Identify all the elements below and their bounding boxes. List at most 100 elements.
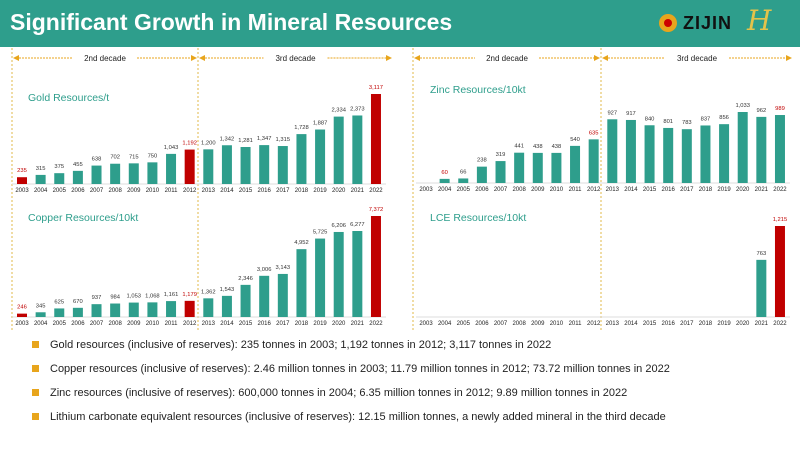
data-label: 917 <box>626 111 636 117</box>
bar-2010 <box>147 162 158 184</box>
signature-icon: H <box>747 4 772 37</box>
x-tick-label: 2013 <box>606 321 620 327</box>
bar-2009 <box>532 152 543 183</box>
bar-2017 <box>277 146 288 184</box>
data-label: 984 <box>110 295 120 301</box>
x-tick-label: 2014 <box>220 188 234 194</box>
data-label: 441 <box>514 144 524 150</box>
data-label: 3,117 <box>369 85 383 91</box>
bar-2016 <box>259 145 270 184</box>
x-tick-label: 2022 <box>369 321 383 327</box>
data-label: 927 <box>607 110 617 116</box>
bar-2004 <box>439 178 450 183</box>
x-tick-label: 2020 <box>736 187 750 193</box>
x-tick-label: 2018 <box>295 321 309 327</box>
x-tick-label: 2017 <box>276 321 290 327</box>
x-tick-label: 2007 <box>494 187 508 193</box>
bar-2019 <box>719 124 730 183</box>
x-tick-label: 2022 <box>369 188 383 194</box>
data-label: 1,543 <box>220 287 235 293</box>
data-label: 375 <box>54 164 64 170</box>
x-tick-label: 2005 <box>53 188 67 194</box>
x-tick-label: 2018 <box>699 321 713 327</box>
arrow-left-icon <box>602 55 608 61</box>
data-label: 1,192 <box>182 141 197 147</box>
bar-2006 <box>72 170 83 184</box>
page-title: Significant Growth in Mineral Resources <box>10 9 453 35</box>
data-label: 6,206 <box>331 223 346 229</box>
bar-2021 <box>352 115 363 184</box>
x-tick-label: 2019 <box>717 187 731 193</box>
decade-label: 2nd decade <box>84 54 126 63</box>
data-label: 837 <box>701 116 711 122</box>
bar-2016 <box>663 127 674 183</box>
x-tick-label: 2006 <box>71 321 85 327</box>
data-label: 6,277 <box>350 222 365 228</box>
bar-2003 <box>17 177 27 184</box>
decade-label: 3rd decade <box>677 54 718 63</box>
x-tick-label: 2003 <box>15 321 29 327</box>
x-tick-label: 2016 <box>258 321 272 327</box>
x-tick-label: 2013 <box>202 188 216 194</box>
x-tick-label: 2004 <box>438 187 452 193</box>
x-tick-label: 2017 <box>680 187 694 193</box>
data-label: 1,200 <box>201 140 216 146</box>
data-label: 235 <box>17 168 27 174</box>
data-label: 937 <box>92 295 102 301</box>
x-tick-label: 2013 <box>202 321 216 327</box>
x-tick-label: 2010 <box>550 187 564 193</box>
data-label: 319 <box>496 152 506 158</box>
arrow-right-icon <box>594 55 600 61</box>
x-tick-label: 2021 <box>755 187 769 193</box>
x-tick-label: 2004 <box>34 321 48 327</box>
bar-2004 <box>35 312 46 317</box>
x-tick-label: 2021 <box>351 188 365 194</box>
data-label: 1,161 <box>164 292 179 298</box>
bar-2006 <box>72 307 83 317</box>
logo-emblem-icon <box>659 14 677 32</box>
data-label: 345 <box>36 303 46 309</box>
bullet-icon <box>32 413 39 420</box>
x-tick-label: 2009 <box>127 188 141 194</box>
x-tick-label: 2011 <box>165 188 179 194</box>
data-label: 3,143 <box>276 265 291 271</box>
bar-2022 <box>774 115 785 183</box>
x-tick-label: 2010 <box>146 188 160 194</box>
chart-title: Copper Resources/10kt <box>28 212 138 224</box>
data-label: 2,373 <box>350 106 365 112</box>
x-tick-label: 2007 <box>90 188 104 194</box>
data-label: 840 <box>645 116 655 122</box>
x-tick-label: 2003 <box>419 187 433 193</box>
data-label: 1,315 <box>276 137 291 143</box>
header-bar: Significant Growth in Mineral Resources … <box>0 0 800 47</box>
data-label: 4,952 <box>294 240 309 246</box>
bar-2019 <box>315 129 326 184</box>
bar-2018 <box>296 134 307 184</box>
bar-2016 <box>259 275 270 317</box>
data-label: 1,347 <box>257 136 272 142</box>
bullet-icon <box>32 341 39 348</box>
x-tick-label: 2010 <box>146 321 160 327</box>
x-tick-label: 2015 <box>239 321 253 327</box>
x-tick-label: 2014 <box>624 321 638 327</box>
bar-2010 <box>147 302 158 317</box>
data-label: 238 <box>477 158 487 164</box>
logo-text: ZIJIN <box>683 13 733 33</box>
bar-2005 <box>458 178 469 183</box>
bar-2018 <box>296 249 307 317</box>
x-tick-label: 2012 <box>183 188 197 194</box>
arrow-left-icon <box>199 55 205 61</box>
x-tick-label: 2019 <box>313 321 327 327</box>
bar-2013 <box>203 149 214 184</box>
x-tick-label: 2009 <box>531 321 545 327</box>
data-label: 5,725 <box>313 230 328 236</box>
bar-2020 <box>737 112 748 183</box>
data-label: 7,372 <box>369 207 384 213</box>
data-label: 750 <box>148 153 158 159</box>
data-label: 66 <box>460 169 466 175</box>
bar-2011 <box>166 153 177 184</box>
bar-2012 <box>588 139 599 183</box>
x-tick-label: 2013 <box>606 187 620 193</box>
data-label: 1,887 <box>313 121 328 127</box>
bar-2019 <box>315 238 326 317</box>
